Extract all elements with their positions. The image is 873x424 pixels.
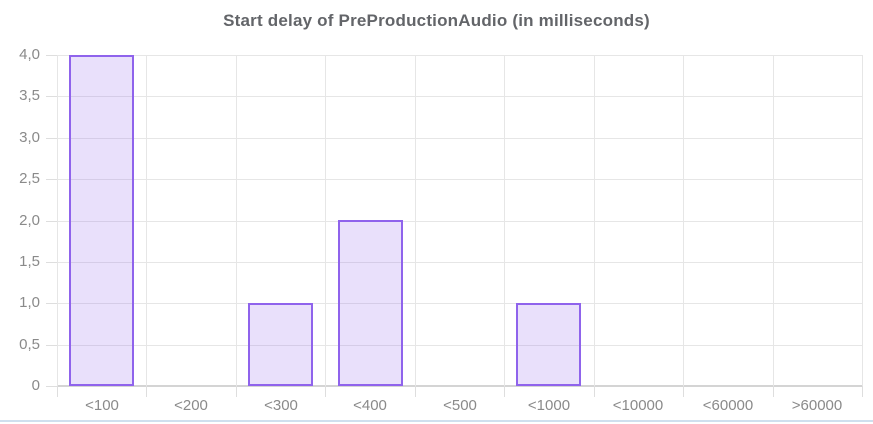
x-axis-tick xyxy=(594,386,595,397)
y-axis-tick xyxy=(46,138,57,139)
y-axis-label: 1,5 xyxy=(19,253,40,270)
y-axis-label: 3,0 xyxy=(19,129,40,146)
gridline-vertical xyxy=(236,55,237,386)
x-axis-tick xyxy=(57,386,58,397)
x-axis-label: <10000 xyxy=(612,397,664,414)
x-axis-label: <60000 xyxy=(702,397,754,414)
y-axis-label: 2,0 xyxy=(19,212,40,229)
x-axis-tick xyxy=(504,386,505,397)
x-axis-label: <300 xyxy=(264,397,298,414)
gridline-vertical xyxy=(325,55,326,386)
gridline-vertical xyxy=(773,55,774,386)
y-axis-tick xyxy=(46,386,57,387)
bar-<100[interactable] xyxy=(69,55,134,386)
gridline-vertical xyxy=(594,55,595,386)
x-axis-label: <200 xyxy=(174,397,208,414)
x-axis-label: <500 xyxy=(443,397,477,414)
x-axis-line xyxy=(57,385,862,387)
x-axis-tick xyxy=(146,386,147,397)
gridline-horizontal xyxy=(57,96,862,97)
x-axis-label: <1000 xyxy=(527,397,571,414)
x-axis-tick xyxy=(773,386,774,397)
y-axis-tick xyxy=(46,262,57,263)
gridline-horizontal xyxy=(57,179,862,180)
gridline-vertical xyxy=(415,55,416,386)
y-axis-label: 4,0 xyxy=(19,46,40,63)
y-axis-label: 0,5 xyxy=(19,336,40,353)
x-axis-label: <400 xyxy=(353,397,387,414)
gridline-horizontal xyxy=(57,55,862,56)
gridline-horizontal xyxy=(57,138,862,139)
y-axis-tick xyxy=(46,221,57,222)
gridline-horizontal xyxy=(57,221,862,222)
x-axis-tick xyxy=(862,386,863,397)
y-axis-tick xyxy=(46,345,57,346)
x-axis-tick xyxy=(325,386,326,397)
gridline-vertical xyxy=(57,55,58,386)
y-axis-label: 2,5 xyxy=(19,170,40,187)
gridline-vertical xyxy=(504,55,505,386)
x-axis-label: <100 xyxy=(85,397,119,414)
y-axis-label: 0 xyxy=(31,377,40,394)
y-axis-tick xyxy=(46,55,57,56)
gridline-vertical xyxy=(683,55,684,386)
gridline-vertical xyxy=(862,55,863,386)
x-axis-tick xyxy=(683,386,684,397)
gridline-horizontal xyxy=(57,345,862,346)
gridline-horizontal xyxy=(57,303,862,304)
y-axis-tick xyxy=(46,96,57,97)
y-axis-label: 3,5 xyxy=(19,87,40,104)
bar-<400[interactable] xyxy=(338,220,403,386)
x-axis-label: >60000 xyxy=(791,397,843,414)
bar-<1000[interactable] xyxy=(516,303,581,386)
y-axis-tick xyxy=(46,303,57,304)
y-axis-tick xyxy=(46,179,57,180)
x-axis-tick xyxy=(236,386,237,397)
y-axis-label: 1,0 xyxy=(19,294,40,311)
chart-title: Start delay of PreProductionAudio (in mi… xyxy=(223,11,650,30)
gridline-vertical xyxy=(146,55,147,386)
x-axis-tick xyxy=(415,386,416,397)
gridline-horizontal xyxy=(57,262,862,263)
bar-<300[interactable] xyxy=(248,303,313,386)
panel-bottom-border xyxy=(0,420,873,422)
